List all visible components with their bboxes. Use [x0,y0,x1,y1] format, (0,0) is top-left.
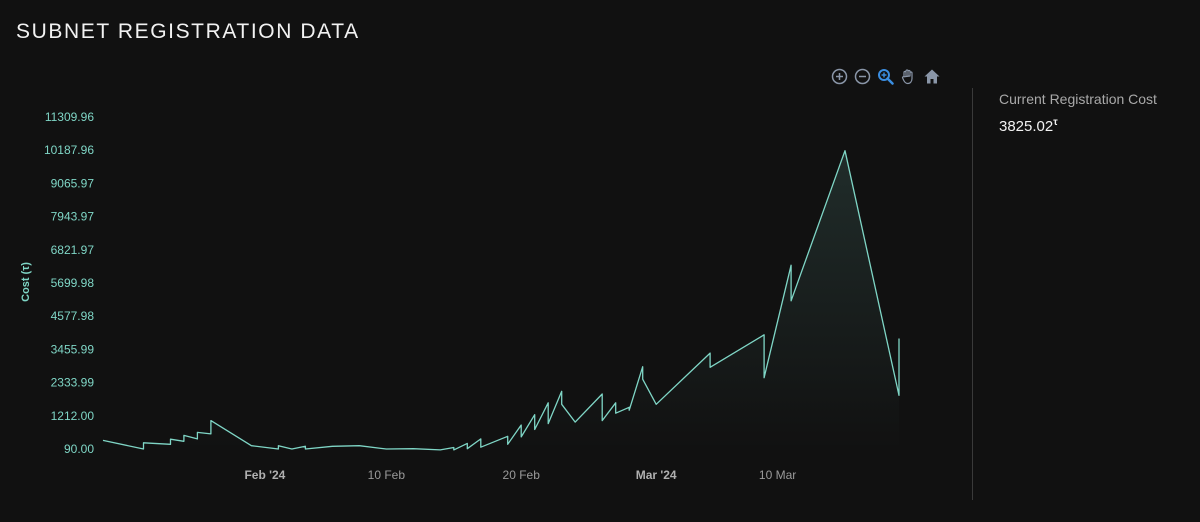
zoom-out-icon [854,68,871,84]
page-title: SUBNET REGISTRATION DATA [16,20,360,43]
zoom-in-button[interactable] [830,67,849,86]
y-axis-title: Cost (τ) [20,262,32,302]
y-tick-label: 90.00 [64,442,94,456]
series-line [102,150,900,451]
y-tick-label: 1212.00 [51,409,95,423]
chart-area[interactable]: 11309.96 10187.96 9065.97 7943.97 6821.97 569… [0,0,960,522]
sidebar-divider [972,88,973,500]
y-tick-label: 3455.99 [51,342,95,356]
pan-hand-icon [901,68,913,84]
zoom-out-button[interactable] [853,67,872,86]
x-tick-label: 20 Feb [503,468,541,482]
y-tick-label: 9065.97 [51,176,95,190]
y-tick-label: 4577.98 [51,309,95,323]
chart-toolbar [830,66,941,86]
x-tick-label: 10 Feb [368,468,406,482]
current-cost-value: 3825.02τ [999,117,1058,135]
y-tick-label: 7943.97 [51,210,95,224]
current-cost-label: Current Registration Cost [999,91,1157,107]
y-tick-label: 6821.97 [51,243,95,257]
series-area-fill [103,150,899,450]
x-tick-label: 10 Mar [759,468,796,482]
y-tick-label: 2333.99 [51,376,95,390]
pan-button[interactable] [899,67,918,86]
y-tick-label: 10187.96 [44,143,94,157]
zoom-select-icon [878,68,894,85]
zoom-select-button[interactable] [876,67,895,86]
y-tick-label: 11309.96 [45,110,94,124]
reset-zoom-button[interactable] [922,67,941,86]
reset-home-icon [924,69,939,83]
tao-unit-symbol: τ [1053,117,1058,128]
x-tick-label: Mar '24 [636,468,677,482]
zoom-in-icon [831,68,848,84]
registration-cost-chart: 11309.96 10187.96 9065.97 7943.97 6821.97 569… [20,110,900,482]
x-tick-label: Feb '24 [244,468,285,482]
y-tick-label: 5699.98 [51,276,95,290]
current-cost-number: 3825.02 [999,118,1054,135]
